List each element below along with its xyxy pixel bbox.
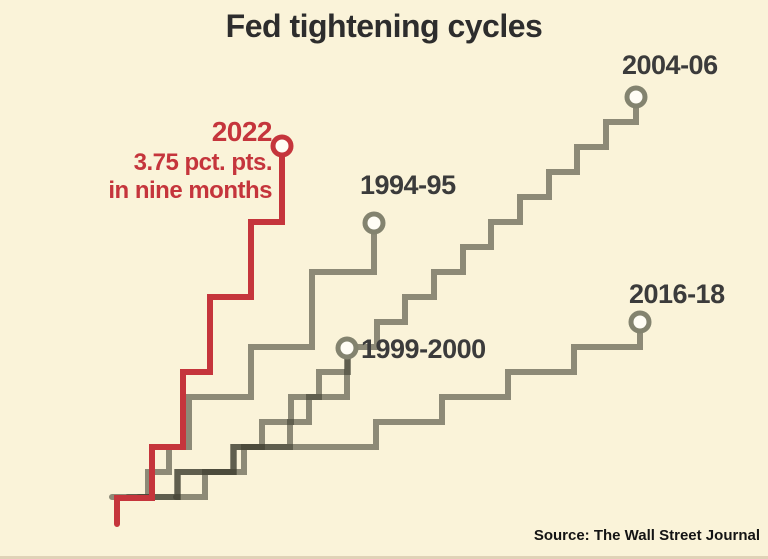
series-line-2004-06 <box>173 104 639 500</box>
callout-2022-total: 3.75 pct. pts. <box>133 148 273 176</box>
end-marker-2016-18 <box>628 310 652 334</box>
series-line-1999-2000 <box>136 355 350 500</box>
series-label-1999-2000: 1999-2000 <box>361 334 486 364</box>
end-marker-2022 <box>270 134 294 158</box>
chart-bottom-edge <box>0 556 768 559</box>
end-marker-1999-2000 <box>335 336 359 360</box>
series-callout-2022: 2022 3.75 pct. pts. in nine months <box>108 115 272 206</box>
callout-2022-duration: in nine months <box>108 177 272 205</box>
series-label-2016-18: 2016-18 <box>629 279 725 309</box>
chart-title: Fed tightening cycles <box>225 8 543 44</box>
series-line-1994-95 <box>125 230 377 500</box>
series-label-2004-06: 2004-06 <box>622 50 718 80</box>
series-line-2022 <box>114 153 285 527</box>
callout-2022-year: 2022 <box>211 116 273 147</box>
end-marker-1994-95 <box>362 211 386 235</box>
source-attribution: Source: The Wall Street Journal <box>533 527 760 544</box>
series-label-1994-95: 1994-95 <box>360 170 456 200</box>
end-marker-2004-06 <box>624 85 648 109</box>
